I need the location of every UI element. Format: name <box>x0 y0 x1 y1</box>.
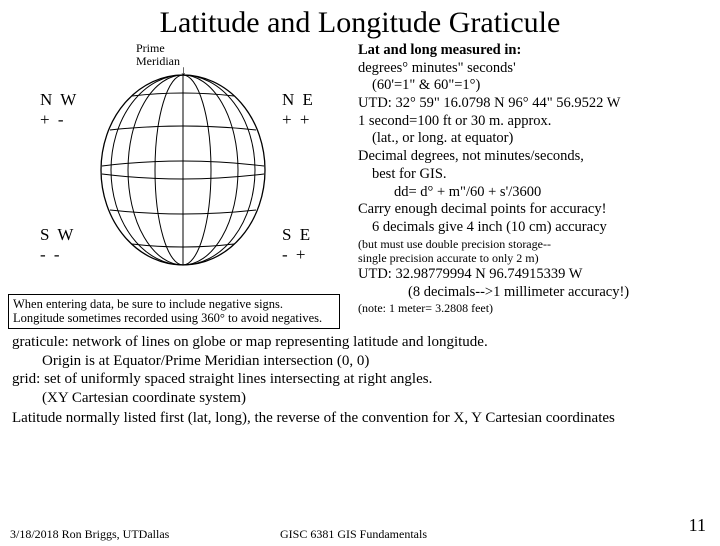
r-line-6: Decimal degrees, not minutes/seconds, <box>358 148 712 166</box>
r-line-0: Lat and long measured in: <box>358 42 712 60</box>
quadrant-sw: S W - - <box>40 225 75 266</box>
sw-label: S W <box>40 225 75 245</box>
globe-area: Prime Meridian ↓ N W + <box>8 42 358 292</box>
page-number: 11 <box>689 515 706 536</box>
quadrant-ne: N E + + <box>282 90 315 131</box>
nw-label: N W <box>40 90 78 110</box>
ne-label: N E <box>282 90 315 110</box>
r-line-12: single precision accurate to only 2 m) <box>358 251 712 266</box>
nw-signs: + - <box>40 110 78 130</box>
r-line-15: (note: 1 meter= 3.2808 feet) <box>358 301 712 316</box>
def-graticule: graticule: network of lines on globe or … <box>12 333 708 352</box>
def-cartesian: (XY Cartesian coordinate system) <box>12 389 708 408</box>
r-line-3: UTD: 32° 59" 16.0798 N 96° 44" 56.9522 W <box>358 95 712 113</box>
r-line-5: (lat., or long. at equator) <box>358 130 712 148</box>
r-line-1: degrees° minutes" seconds' <box>358 60 712 78</box>
r-line-4: 1 second=100 ft or 30 m. approx. <box>358 113 712 131</box>
r-line-14: (8 decimals-->1 millimeter accuracy!) <box>358 284 712 302</box>
left-column: Prime Meridian ↓ N W + <box>8 42 358 329</box>
definitions: graticule: network of lines on globe or … <box>0 329 720 408</box>
page-title: Latitude and Longitude Graticule <box>0 6 720 40</box>
r-line-7: best for GIS. <box>358 166 712 184</box>
r-line-9: Carry enough decimal points for accuracy… <box>358 201 712 219</box>
negative-signs-note: When entering data, be sure to include n… <box>8 294 340 329</box>
globe-graticule <box>98 70 268 270</box>
quadrant-se: S E - + <box>282 225 312 266</box>
right-column: Lat and long measured in: degrees° minut… <box>358 42 712 329</box>
r-line-8: dd= d° + m"/60 + s'/3600 <box>358 184 712 202</box>
r-line-10: 6 decimals give 4 inch (10 cm) accuracy <box>358 219 712 237</box>
latitude-order-note: Latitude normally listed first (lat, lon… <box>0 408 720 427</box>
se-label: S E <box>282 225 312 245</box>
r-line-11: (but must use double precision storage-- <box>358 237 712 252</box>
main-content: Prime Meridian ↓ N W + <box>0 42 720 329</box>
sw-signs: - - <box>40 245 75 265</box>
prime-label-2: Meridian <box>136 55 180 68</box>
def-origin: Origin is at Equator/Prime Meridian inte… <box>12 352 708 371</box>
r-line-13: UTD: 32.98779994 N 96.74915339 W <box>358 266 712 284</box>
def-grid: grid: set of uniformly spaced straight l… <box>12 370 708 389</box>
prime-meridian-label: Prime Meridian <box>136 42 180 68</box>
ne-signs: + + <box>282 110 315 130</box>
r-line-2: (60'=1" & 60"=1°) <box>358 77 712 95</box>
se-signs: - + <box>282 245 312 265</box>
quadrant-nw: N W + - <box>40 90 78 131</box>
